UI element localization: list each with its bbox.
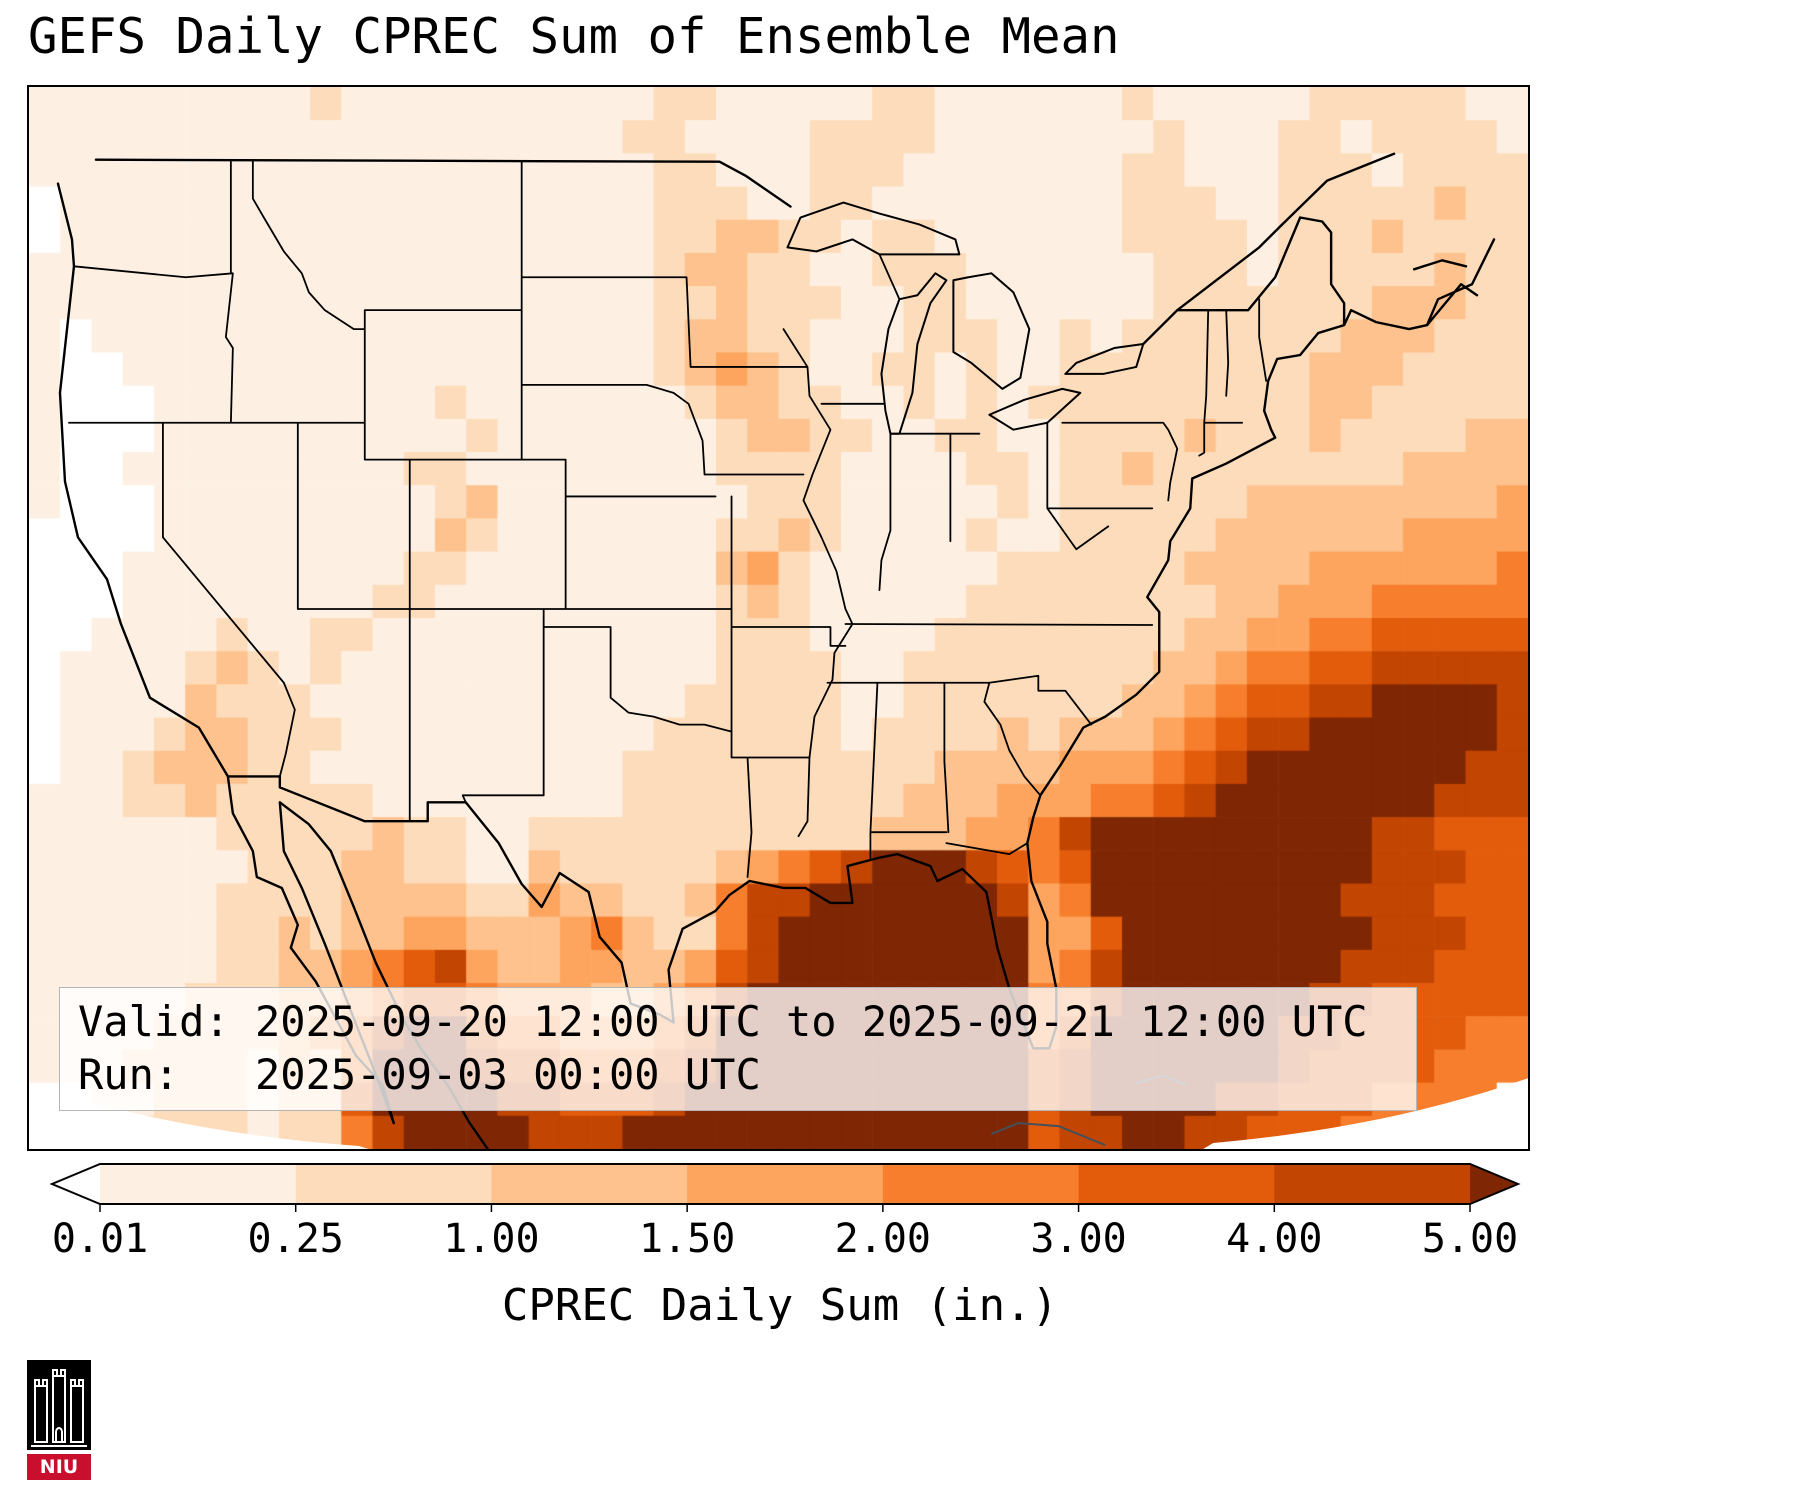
colorbar-segment xyxy=(491,1164,688,1204)
niu-logo: NIU xyxy=(27,1360,91,1480)
castle-icon xyxy=(31,1369,87,1447)
validity-info-box: Valid: 2025-09-20 12:00 UTC to 2025-09-2… xyxy=(59,987,1417,1111)
run-time-text: Run: 2025-09-03 00:00 UTC xyxy=(78,1050,761,1100)
colorbar-tick-label: 5.00 xyxy=(1421,1216,1519,1262)
niu-emblem-background xyxy=(27,1360,91,1450)
valid-time-text: Valid: 2025-09-20 12:00 UTC to 2025-09-2… xyxy=(78,997,1368,1047)
colorbar-segment xyxy=(687,1164,884,1204)
colorbar-segments xyxy=(100,1164,1471,1204)
colorbar-tick-labels: 0.01 0.25 1.00 1.50 2.00 3.00 4.00 5.00 xyxy=(30,1216,1530,1266)
colorbar-tick-label: 1.50 xyxy=(638,1216,736,1262)
projection-edge-mask xyxy=(29,1078,1528,1149)
colorbar-under-arrow xyxy=(52,1164,100,1204)
colorbar-segment xyxy=(100,1164,297,1204)
colorbar-tick-label: 2.00 xyxy=(834,1216,932,1262)
colorbar-tick-label: 3.00 xyxy=(1030,1216,1127,1262)
colorbar-bar-svg xyxy=(49,1163,1521,1212)
colorbar-tick-label: 0.25 xyxy=(247,1216,344,1262)
colorbar-tick-marks xyxy=(99,1204,1471,1212)
niu-banner xyxy=(27,1454,91,1480)
colorbar-label: CPREC Daily Sum (in.) xyxy=(501,1280,1059,1331)
niu-logo-text: NIU xyxy=(40,1456,78,1478)
niu-logo-svg: NIU xyxy=(27,1360,91,1480)
colorbar-over-arrow xyxy=(1470,1164,1518,1204)
chart-title: GEFS Daily CPREC Sum of Ensemble Mean xyxy=(28,8,1120,65)
map-panel: Valid: 2025-09-20 12:00 UTC to 2025-09-2… xyxy=(27,85,1530,1151)
colorbar-tick-label: 4.00 xyxy=(1226,1216,1323,1262)
precip-heatmap-canvas xyxy=(29,87,1528,1149)
great-lakes-outline xyxy=(786,201,1145,435)
colorbar-segment xyxy=(1078,1164,1275,1204)
colorbar-tick-label: 0.01 xyxy=(51,1216,149,1262)
state-boundaries xyxy=(68,160,1268,878)
colorbar-segment xyxy=(295,1164,493,1204)
colorbar-outline xyxy=(49,1163,1521,1205)
colorbar-segment xyxy=(1274,1164,1471,1204)
colorbar-segment xyxy=(882,1164,1080,1204)
colorbar: 0.01 0.25 1.00 1.50 2.00 3.00 4.00 5.00 CPREC D… xyxy=(30,1162,1530,1331)
colorbar-tick-label: 1.00 xyxy=(443,1216,540,1262)
